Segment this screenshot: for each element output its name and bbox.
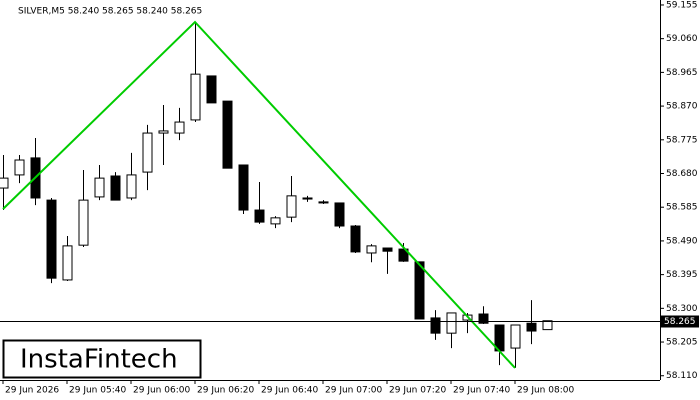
x-tick-label: 29 Jun 06:00 — [133, 386, 190, 396]
candle-body — [174, 121, 185, 134]
candle-body — [110, 175, 121, 201]
candle-body — [238, 164, 249, 211]
candle-body — [142, 132, 153, 173]
candle-body — [526, 322, 537, 332]
candle-body — [318, 201, 329, 204]
candle-body — [286, 195, 297, 218]
candle-body — [14, 159, 25, 176]
y-tick-label: 58.870 — [666, 102, 698, 112]
candle-body — [0, 177, 9, 189]
y-tick-label: 58.965 — [666, 68, 698, 78]
candle-body — [78, 199, 89, 246]
x-tick-label: 29 Jun 05:40 — [69, 386, 126, 396]
candle-body — [430, 317, 441, 334]
x-tick-label: 29 Jun 07:00 — [325, 386, 382, 396]
candle-body — [94, 177, 105, 198]
x-tick-label: 29 Jun 2026 — [5, 386, 59, 396]
candle-body — [398, 248, 409, 262]
x-tick-label: 29 Jun 08:00 — [517, 386, 574, 396]
x-tick-label: 29 Jun 06:20 — [197, 386, 254, 396]
chart-title: SILVER,M5 58.240 58.265 58.240 58.265 — [18, 7, 202, 17]
candle-body — [446, 312, 457, 334]
x-tick-label: 29 Jun 07:40 — [453, 386, 510, 396]
x-tick-label: 29 Jun 07:20 — [389, 386, 446, 396]
candle-body — [478, 313, 489, 324]
candle-body — [206, 75, 217, 104]
candle-body — [382, 247, 393, 252]
y-tick-label: 58.110 — [666, 371, 698, 381]
candle-body — [270, 217, 281, 225]
candle-body — [254, 209, 265, 223]
candle-body — [542, 320, 553, 331]
candle-body — [414, 261, 425, 320]
candle-body — [126, 174, 137, 199]
y-tick-label: 59.155 — [666, 0, 698, 10]
candle-body — [350, 225, 361, 253]
pattern-line — [2, 20, 516, 369]
y-tick-label: 58.300 — [666, 304, 698, 314]
candle-body — [222, 100, 233, 169]
y-tick-label: 58.395 — [666, 270, 698, 280]
candle-body — [158, 130, 169, 134]
y-tick-label: 58.490 — [666, 236, 698, 246]
candle-body — [366, 245, 377, 254]
y-tick-label: 58.585 — [666, 203, 698, 213]
candle-body — [46, 199, 57, 279]
last-price-box — [661, 315, 699, 328]
candle-body — [510, 324, 521, 349]
last-price-label: 58.265 — [664, 317, 696, 327]
logo-box — [2, 339, 202, 379]
y-tick-label: 58.775 — [666, 135, 698, 145]
x-tick-label: 29 Jun 06:40 — [261, 386, 318, 396]
candle-body — [190, 73, 201, 121]
y-tick-label: 58.680 — [666, 169, 698, 179]
candle-body — [302, 197, 313, 200]
candle-body — [62, 245, 73, 281]
y-tick-label: 58.205 — [666, 338, 698, 348]
logo: InstaFintech — [20, 345, 178, 375]
candle-body — [334, 202, 345, 227]
y-tick-label: 59.060 — [666, 34, 698, 44]
